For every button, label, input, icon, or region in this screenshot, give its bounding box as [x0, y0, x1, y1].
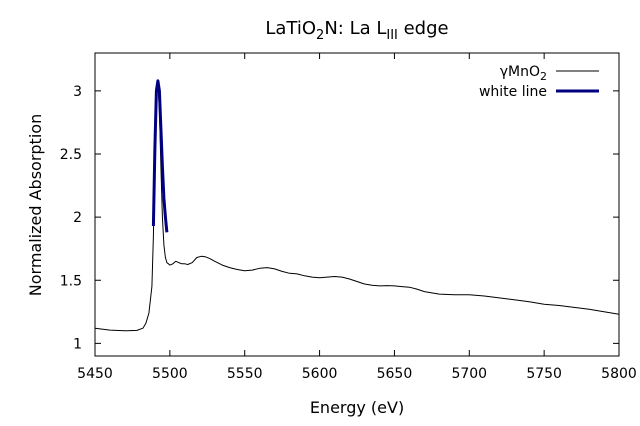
chart-title-subscript-iii: III [386, 28, 398, 43]
ticks-layer [94, 53, 620, 356]
x-tick-label: 5800 [601, 366, 637, 382]
y-tick-label: 2 [73, 210, 82, 226]
chart-title-main: LaTiO [265, 18, 316, 39]
chart-title-tail: edge [398, 18, 449, 39]
x-tick-label: 5600 [302, 366, 338, 382]
x-tick-label: 5550 [227, 366, 263, 382]
y-tick-label: 1 [73, 336, 82, 352]
y-tick-label: 3 [73, 84, 82, 100]
chart-title: LaTiO2N: La LIII edge [265, 18, 448, 43]
legend-label-gamma-mno2: γMnO2 [500, 64, 547, 83]
legend: γMnO2 white line [479, 64, 599, 100]
plot-frame [94, 52, 620, 357]
x-tick-label: 5450 [77, 366, 113, 382]
legend-label-gamma-mno2-text: γMnO [500, 64, 540, 80]
x-tick-label: 5700 [451, 366, 487, 382]
tick-labels-layer: 5450 5500 5550 5600 5650 5700 5750 5800 1 1.5 2 2.5… [60, 84, 637, 382]
series-line-white-line [151, 79, 169, 233]
chart-title-subscript-2: 2 [316, 28, 324, 43]
legend-label-gamma-mno2-subscript: 2 [540, 70, 547, 83]
y-tick-label: 2.5 [60, 147, 82, 163]
x-tick-label: 5650 [377, 366, 413, 382]
y-axis-title: Normalized Absorption [26, 114, 45, 296]
x-tick-label: 5750 [526, 366, 562, 382]
x-axis-title: Energy (eV) [310, 398, 404, 417]
x-tick-label: 5500 [152, 366, 188, 382]
series-line-gamma-mno2 [94, 81, 620, 332]
y-tick-label: 1.5 [60, 273, 82, 289]
legend-label-white-line: white line [479, 84, 547, 100]
chart-title-middle: N: La L [324, 18, 386, 39]
series-layer [94, 79, 620, 332]
